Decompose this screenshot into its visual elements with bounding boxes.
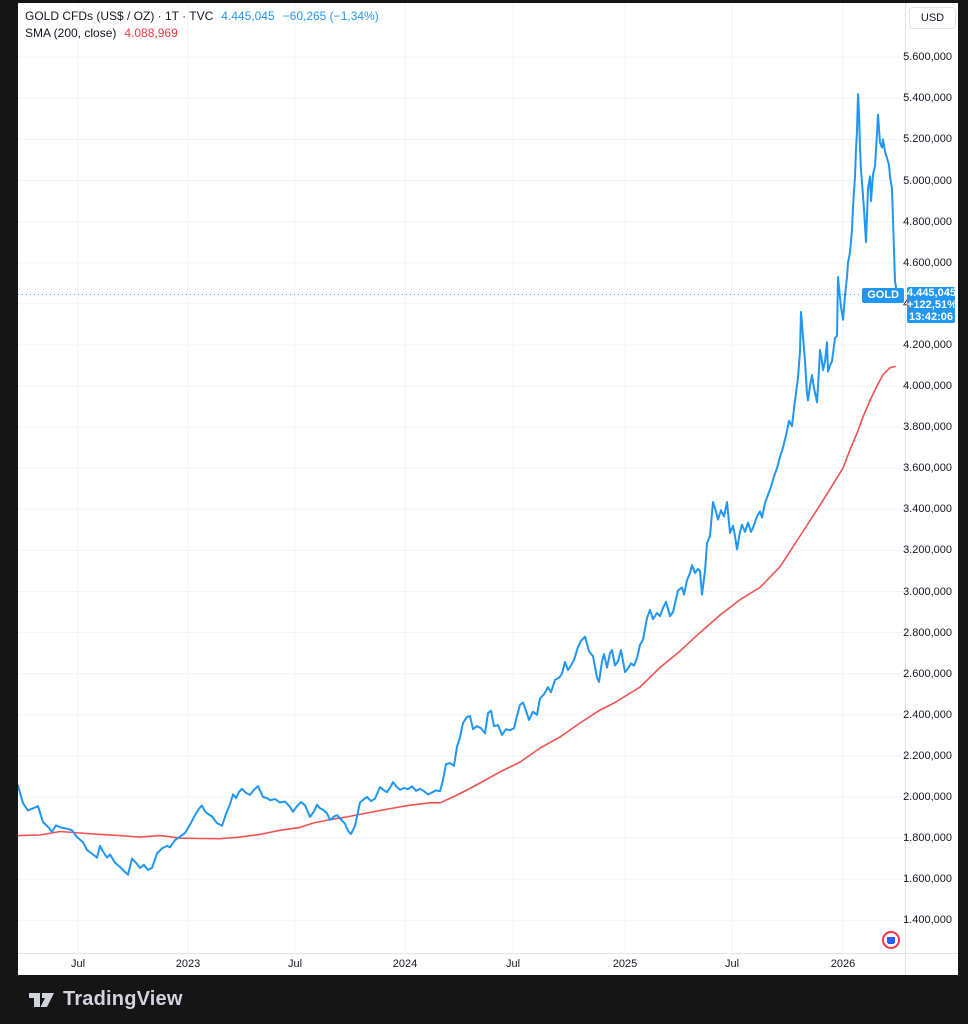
price-axis-label: 3.600,000 bbox=[903, 462, 952, 474]
time-axis-label: Jul bbox=[70, 958, 86, 970]
price-badge-price: 4.445,045 bbox=[907, 287, 956, 299]
price-axis-label: 1.600,000 bbox=[903, 873, 952, 885]
price-axis-label: 4.000,000 bbox=[903, 380, 952, 392]
time-axis-label: 2025 bbox=[612, 958, 638, 970]
symbol-title[interactable]: GOLD CFDs (US$ / OZ) · 1T · TVC bbox=[25, 9, 214, 23]
price-axis-label: 2.600,000 bbox=[903, 668, 952, 680]
price-axis[interactable]: USD 4.445,045 +122,51% 13:42:06 5.600,00… bbox=[903, 3, 958, 953]
tradingview-logo[interactable]: TradingView bbox=[28, 988, 183, 1011]
price-axis-label: 2.800,000 bbox=[903, 627, 952, 639]
time-axis-label: Jul bbox=[505, 958, 521, 970]
current-price-symbol-tag: GOLD bbox=[862, 288, 904, 303]
price-axis-label: 2.400,000 bbox=[903, 709, 952, 721]
price-axis-label: 5.200,000 bbox=[903, 133, 952, 145]
price-axis-label: 3.400,000 bbox=[903, 503, 952, 515]
tvc-logo-glyph bbox=[887, 937, 895, 943]
chart-widget: GOLD CFDs (US$ / OZ) · 1T · TVC 4.445,04… bbox=[18, 3, 958, 975]
price-axis-label: 4.800,000 bbox=[903, 216, 952, 228]
legend-sma-row[interactable]: SMA (200, close) 4.088,969 bbox=[25, 25, 379, 41]
legend-last-price: 4.445,045 bbox=[221, 9, 275, 23]
price-axis-label: 3.800,000 bbox=[903, 421, 952, 433]
chart-legend: GOLD CFDs (US$ / OZ) · 1T · TVC 4.445,04… bbox=[25, 8, 379, 42]
price-axis-label: 1.400,000 bbox=[903, 914, 952, 926]
price-axis-label: 3.000,000 bbox=[903, 586, 952, 598]
sma-title[interactable]: SMA (200, close) bbox=[25, 26, 117, 40]
tvc-exchange-logo-icon[interactable] bbox=[882, 931, 900, 949]
time-axis-label: 2023 bbox=[175, 958, 201, 970]
price-axis-label: 1.800,000 bbox=[903, 832, 952, 844]
price-axis-label: 4.200,000 bbox=[903, 339, 952, 351]
chart-svg bbox=[18, 3, 905, 953]
price-axis-label: 5.400,000 bbox=[903, 92, 952, 104]
time-axis-label: 2026 bbox=[830, 958, 856, 970]
time-axis-label: Jul bbox=[724, 958, 740, 970]
price-badge-time: 13:42:06 bbox=[908, 311, 954, 323]
footer-bar: TradingView bbox=[0, 975, 968, 1024]
price-axis-label: 3.200,000 bbox=[903, 544, 952, 556]
time-axis-label: 2024 bbox=[392, 958, 418, 970]
legend-change: −60,265 (−1,34%) bbox=[282, 9, 379, 23]
tradingview-logo-icon bbox=[29, 992, 54, 1007]
price-badge-change-pct: +122,51% bbox=[907, 299, 957, 311]
price-badge: 4.445,045 +122,51% 13:42:06 bbox=[907, 287, 957, 323]
axis-corner bbox=[905, 953, 958, 975]
price-axis-label: 5.600,000 bbox=[903, 51, 952, 63]
price-axis-label: 5.000,000 bbox=[903, 175, 952, 187]
price-axis-label: 2.000,000 bbox=[903, 791, 952, 803]
tradingview-logo-text: TradingView bbox=[63, 988, 183, 1010]
price-line-series bbox=[18, 93, 904, 876]
price-axis-label: 2.200,000 bbox=[903, 750, 952, 762]
price-axis-label: 4.600,000 bbox=[903, 257, 952, 269]
sma-line-series bbox=[18, 365, 896, 840]
time-axis[interactable]: Jul 2023 Jul 2024 Jul 2025 Jul 2026 bbox=[18, 953, 905, 975]
currency-button[interactable]: USD bbox=[909, 7, 956, 29]
chart-canvas[interactable]: GOLD bbox=[18, 3, 905, 953]
legend-sma-value: 4.088,969 bbox=[124, 26, 178, 40]
legend-symbol-row[interactable]: GOLD CFDs (US$ / OZ) · 1T · TVC 4.445,04… bbox=[25, 8, 379, 24]
time-axis-label: Jul bbox=[287, 958, 303, 970]
